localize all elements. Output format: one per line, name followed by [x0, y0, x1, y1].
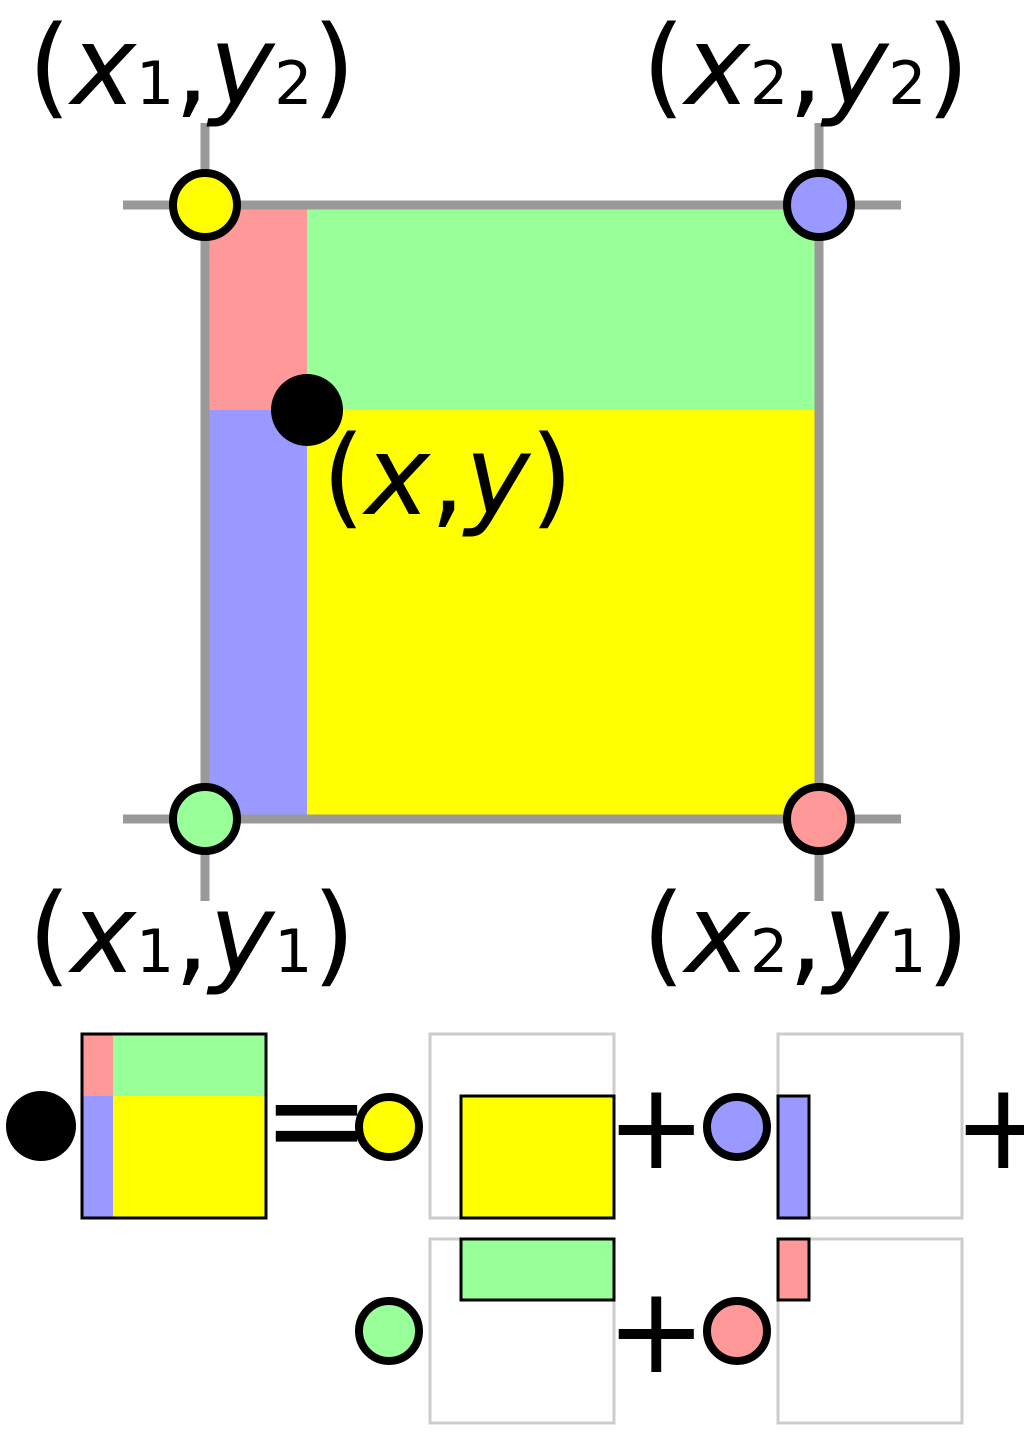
plus-sign-3: +: [606, 1262, 707, 1401]
equation-term-red-frame: [776, 1237, 964, 1425]
plus-sign-1: +: [606, 1058, 707, 1197]
plus-sign-2: +: [953, 1058, 1024, 1197]
label-top-right: (x2,y2): [642, 2, 969, 130]
equation-term-green-area: [459, 1237, 616, 1302]
corner-marker-bottom-left: [169, 783, 241, 855]
region-blue: [205, 410, 307, 819]
equation-group: = + + +: [6, 1032, 1024, 1425]
main-square-group: [123, 123, 901, 901]
equation-term-yellow-area: [459, 1094, 616, 1220]
corner-marker-bottom-right: [783, 783, 855, 855]
equation-point-marker: [6, 1091, 76, 1161]
equation-term-red-marker: [703, 1297, 771, 1365]
equation-lhs-square: [80, 1032, 268, 1220]
grid-lines: [123, 123, 901, 901]
equation-term-blue-area: [776, 1094, 811, 1220]
equation-term-red-area: [776, 1237, 811, 1302]
label-top-left: (x1,y2): [28, 2, 355, 130]
equals-sign: =: [262, 1043, 371, 1195]
region-green: [307, 205, 819, 410]
label-bottom-left: (x1,y1): [28, 870, 355, 998]
corner-marker-top-left: [169, 169, 241, 241]
equation-term-blue-marker: [703, 1093, 771, 1161]
region-red: [205, 205, 307, 410]
region-yellow: [307, 410, 819, 819]
point-marker: [271, 374, 343, 446]
equation-term-yellow-marker: [355, 1093, 423, 1161]
corner-marker-top-right: [783, 169, 855, 241]
label-point: (x,y): [322, 412, 573, 540]
equation-term-green-marker: [355, 1297, 423, 1365]
label-bottom-right: (x2,y1): [642, 870, 969, 998]
